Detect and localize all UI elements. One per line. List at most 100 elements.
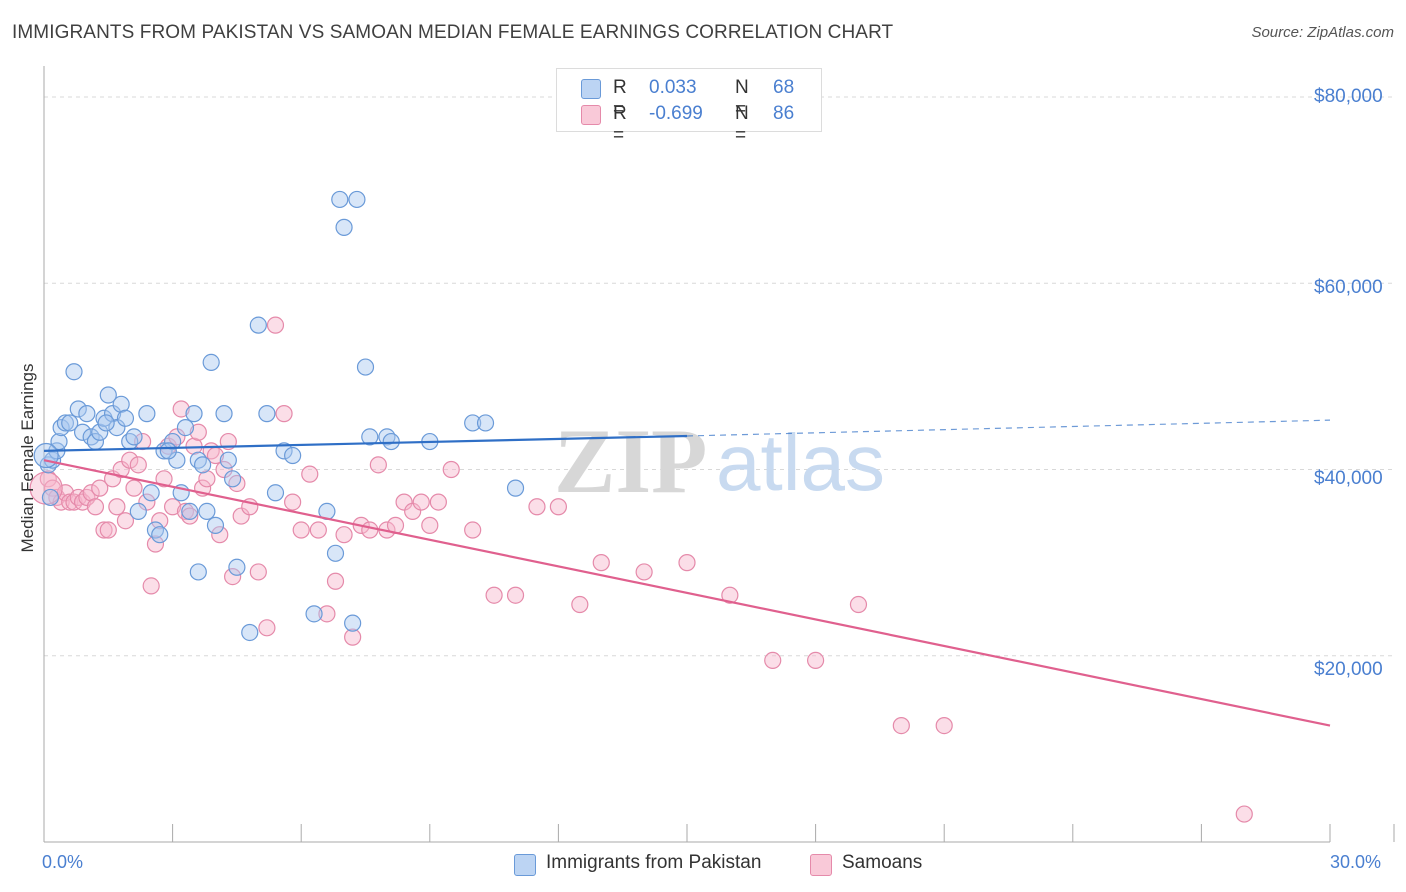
samoans-point [635, 563, 653, 581]
legend-n-label: N = [735, 103, 749, 146]
y-tick-label: $20,000 [1314, 659, 1383, 680]
pakistan-point [99, 386, 117, 404]
samoans-point [138, 493, 156, 511]
samoans-point [892, 716, 910, 735]
source-label: Source: ZipAtlas.com [1251, 24, 1394, 41]
pakistan-point [305, 605, 323, 623]
samoans-point [142, 577, 160, 595]
pakistan-point [73, 423, 92, 441]
samoans-point [849, 595, 868, 614]
samoans-point [86, 498, 105, 516]
pakistan-point [189, 563, 207, 581]
samoans-point [99, 521, 117, 539]
pakistan-point [151, 526, 169, 544]
samoans-point [108, 498, 126, 516]
samoans-point [39, 470, 57, 488]
pakistan-point [361, 428, 379, 446]
samoans-point [678, 554, 696, 572]
bottom-legend-swatch-samoans [810, 854, 832, 876]
samoans-point [412, 493, 430, 511]
legend-swatch-samoans [581, 105, 601, 125]
samoans-point [258, 619, 276, 637]
pakistan-point [344, 614, 362, 632]
samoans-point [112, 460, 130, 479]
y-tick-label: $60,000 [1314, 277, 1383, 298]
y-tick-label: $40,000 [1314, 468, 1383, 489]
legend-r-label: R = [613, 77, 627, 120]
pakistan-point [91, 423, 109, 441]
watermark-atlas: atlas [716, 418, 885, 507]
bottom-legend-swatch-pakistan [514, 854, 536, 876]
samoans-point [935, 716, 953, 735]
legend-r-value: 0.033 [649, 77, 697, 98]
bottom-legend-label: Samoans [842, 852, 923, 873]
pakistan-point [206, 516, 225, 534]
samoans-point [292, 521, 310, 539]
samoans-point [198, 470, 216, 488]
pakistan-point [275, 442, 293, 460]
samoans-point [82, 484, 100, 502]
pakistan-point [97, 414, 115, 432]
pakistan-point [138, 405, 156, 423]
samoans-point [335, 526, 353, 544]
pakistan-point [348, 190, 366, 209]
samoans-point [326, 572, 345, 590]
samoans-point [275, 405, 293, 423]
samoans-point [764, 651, 782, 670]
samoans-point [189, 423, 207, 441]
samoans-point [421, 516, 439, 534]
watermark-zip: ZIP [554, 410, 707, 512]
pakistan-trend-extension [686, 419, 1331, 437]
y-axis-title: Median Female Earnings [18, 363, 37, 553]
pakistan-point [41, 488, 60, 507]
pakistan-point [181, 502, 199, 521]
pakistan-point [129, 502, 147, 521]
samoans-point [301, 465, 319, 483]
pakistan-point [326, 544, 345, 562]
samoans-point [146, 535, 165, 553]
samoans-point [151, 512, 169, 530]
samoans-point [232, 507, 250, 525]
pakistan-point [258, 405, 276, 423]
pakistan-point [331, 190, 349, 209]
samoans-point [506, 586, 525, 604]
pakistan-point [198, 502, 216, 521]
pakistan-point [155, 442, 173, 460]
pakistan-point [65, 363, 83, 381]
pakistan-point [61, 414, 79, 432]
samoans-point [344, 628, 362, 646]
pakistan-point [476, 414, 495, 432]
pakistan-point [168, 451, 186, 469]
samoans-point [721, 586, 739, 604]
samoans-point [129, 456, 147, 474]
samoans-point [224, 567, 242, 586]
pakistan-point [506, 479, 525, 497]
x-tick-label: 30.0% [1330, 852, 1382, 872]
pakistan-point [103, 405, 122, 423]
samoans-point [442, 460, 460, 479]
samoans-point [395, 493, 413, 511]
samoans-point [592, 554, 610, 572]
samoans-point [318, 605, 336, 623]
pakistan-point [215, 405, 233, 423]
pakistan-point [266, 484, 285, 502]
samoans-point [155, 470, 173, 488]
pakistan-point [176, 418, 195, 437]
samoans-point [164, 498, 182, 516]
samoans-point [121, 451, 139, 469]
pakistan-point [69, 400, 87, 418]
samoans-point [61, 493, 79, 511]
samoans-point [1235, 805, 1253, 823]
legend-n-value: 68 [773, 77, 795, 98]
pakistan-point [228, 558, 246, 576]
samoans-point [485, 586, 503, 604]
samoans-point [116, 512, 135, 530]
pakistan-point [78, 405, 96, 423]
samoans-point [361, 521, 379, 539]
samoans-point [404, 502, 422, 521]
pakistan-point [185, 405, 203, 423]
pakistan-point [284, 446, 302, 465]
samoans-point [429, 493, 447, 511]
pakistan-point [356, 358, 375, 376]
pakistan-point [164, 432, 182, 451]
